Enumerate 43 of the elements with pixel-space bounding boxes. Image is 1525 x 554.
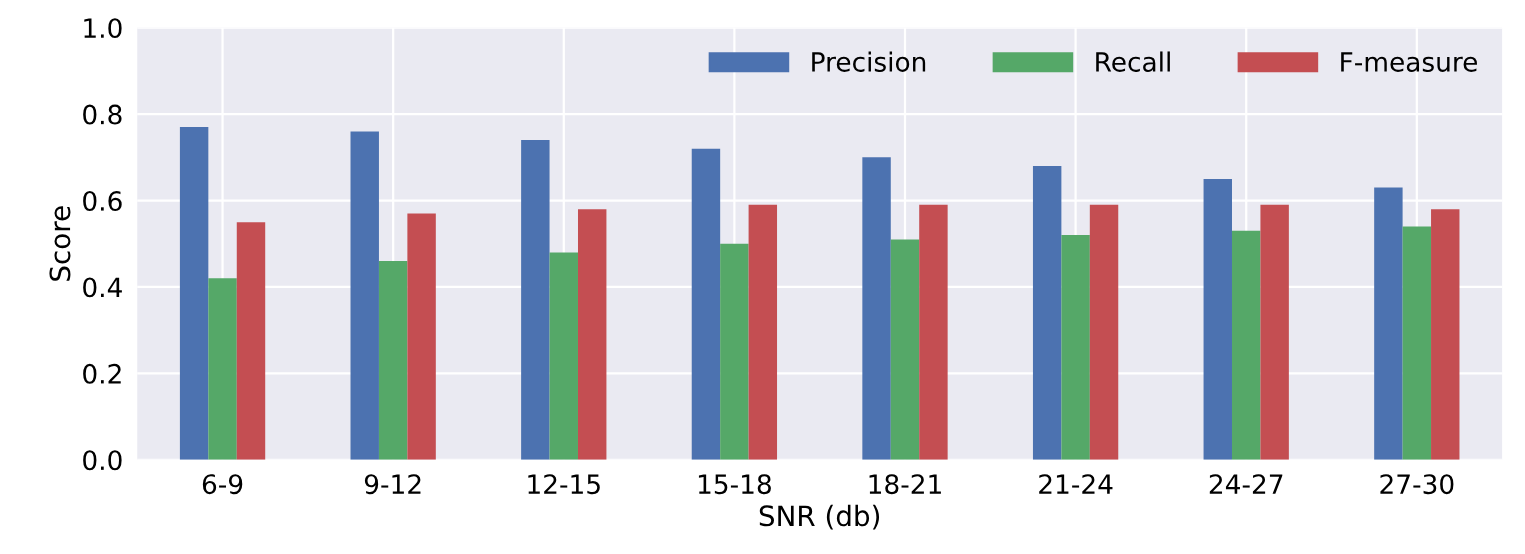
y-tick-label: 0.2	[83, 363, 121, 384]
bar	[1431, 209, 1460, 460]
bar	[350, 131, 379, 460]
bar	[521, 140, 550, 460]
bar	[1061, 235, 1090, 460]
bar	[919, 204, 948, 460]
bar	[407, 213, 436, 460]
bar	[748, 204, 778, 460]
x-tick-label: 12-15	[528, 474, 600, 495]
bar	[1402, 226, 1432, 460]
y-tick-label: 0.4	[83, 277, 122, 298]
x-axis-title: SNR (db)	[759, 504, 880, 530]
x-tick-label: 6-9	[202, 474, 243, 495]
x-tick-label: 27-30	[1380, 474, 1454, 495]
bar	[720, 243, 749, 460]
legend-label: Recall	[1096, 51, 1170, 72]
bar	[1231, 230, 1261, 460]
x-tick-label: 18-21	[869, 474, 941, 495]
bar	[236, 222, 266, 460]
bar	[208, 278, 237, 460]
bar	[1260, 204, 1289, 460]
bar	[1032, 165, 1062, 460]
bar	[1374, 187, 1403, 460]
bar	[1089, 204, 1119, 460]
x-tick-label: 9-12	[364, 474, 421, 495]
y-tick-label: 0.0	[83, 450, 122, 471]
x-tick-label: 21-24	[1039, 474, 1113, 494]
bar	[862, 157, 891, 460]
y-tick-label: 1.0	[84, 18, 122, 39]
legend-label: F-measure	[1341, 52, 1477, 72]
bar	[378, 261, 408, 460]
x-tick-label: 24-27	[1209, 474, 1283, 494]
bar	[890, 239, 920, 460]
legend-label: Precision	[812, 51, 926, 72]
bar	[1203, 178, 1232, 460]
bar	[549, 252, 578, 460]
y-tick-label: 0.6	[83, 190, 122, 211]
x-tick-label: 15-18	[698, 474, 771, 495]
bar	[577, 209, 607, 460]
y-axis-title: Score	[49, 206, 71, 281]
bar	[179, 127, 209, 460]
bar	[691, 148, 721, 460]
y-tick-label: 0.8	[83, 104, 122, 125]
